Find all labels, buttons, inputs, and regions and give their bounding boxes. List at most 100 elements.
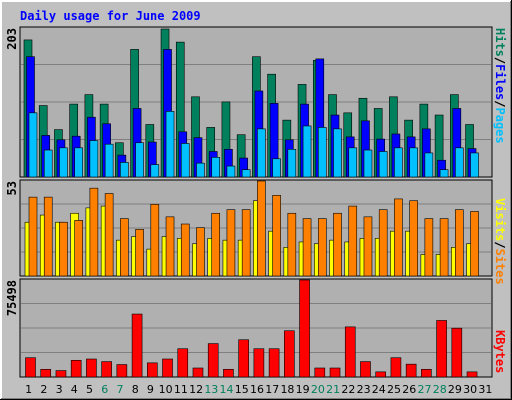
pages-bar [241,169,251,178]
pages-bar [287,148,297,178]
visits-max-label: 53 [5,181,19,195]
pages-bar [409,147,418,178]
x-tick-label: 6 [101,383,108,396]
sites-bar [470,211,479,277]
x-tick-label: 2 [40,383,47,396]
sites-bar [439,218,449,277]
x-tick-label: 1 [25,383,32,396]
x-tick-label: 29 [448,383,462,396]
kbytes-max-label: 75498 [5,280,19,316]
kbytes-bar [421,368,432,378]
x-tick-label: 24 [372,383,386,396]
x-tick-label: 20 [311,383,325,396]
x-tick-label: 5 [86,383,93,396]
pages-bar [455,147,464,178]
kbytes-bar [223,368,234,378]
kbytes-bar [55,370,67,378]
hits-max-label: 203 [5,28,19,50]
kbytes-bar [375,371,386,378]
kbytes-bar [40,368,52,378]
kbytes-bar [360,361,371,378]
x-tick-label: 13 [204,383,218,396]
svg-text:Hits/Files/Pages: Hits/Files/Pages [493,28,507,144]
pages-bar [470,152,479,178]
pages-bar [150,164,160,178]
pages-bar [74,147,83,178]
sites-bar [135,229,144,277]
pages-bar [302,125,312,178]
kbytes-bar [101,361,112,378]
kbytes-bar [299,279,310,378]
sites-bar [302,218,312,277]
kbytes-bar [451,327,463,378]
kbytes-bar [147,362,158,378]
kbytes-bar [207,343,219,378]
x-tick-label: 27 [417,383,431,396]
kbytes-bar [329,367,341,378]
legend-sites: Sites [493,249,507,285]
x-tick-label: 19 [296,383,310,396]
sites-bar [378,209,388,277]
sites-bar [455,209,464,277]
kbytes-bar [177,348,189,378]
pages-bar [120,162,129,178]
x-tick-label: 30 [463,383,477,396]
x-tick-label: 22 [341,383,355,396]
x-tick-label: 4 [71,383,78,396]
pages-bar [424,152,434,178]
pages-bar [394,147,403,178]
pages-bar [363,149,373,178]
sites-bar [241,209,251,277]
kbytes-bar [314,367,326,378]
pages-bar [180,143,190,178]
x-tick-label: 16 [250,383,264,396]
kbytes-bar [268,348,280,378]
x-tick-label: 31 [478,383,492,396]
x-tick-label: 17 [265,383,279,396]
sites-bar [180,223,190,277]
x-tick-label: 26 [402,383,416,396]
kbytes-bar [466,371,478,378]
kbytes-bar [390,357,402,378]
x-tick-label: 9 [147,383,154,396]
x-tick-label: 11 [174,383,188,396]
x-tick-label: 8 [132,383,139,396]
x-tick-label: 28 [433,383,447,396]
sites-bar [196,227,205,277]
x-tick-label: 18 [280,383,294,396]
sites-bar [348,205,358,277]
pages-bar [226,165,236,178]
pages-bar [135,142,144,178]
kbytes-bar [192,367,204,378]
kbytes-bar [162,358,173,378]
kbytes-bar [253,348,265,378]
kbytes-bar [131,313,143,378]
sites-bar [394,198,403,277]
sites-bar [409,200,418,277]
legend-visits: Visits [493,198,507,241]
kbytes-bar [344,326,356,378]
pages-bar [439,169,449,178]
chart-title: Daily usage for June 2009 [20,9,201,23]
kbytes-bar [86,358,97,378]
pages-bar [333,128,342,178]
pages-bar [317,127,327,178]
sites-bar [150,204,160,277]
hits-legend: Hits/Files/Pages [493,28,507,144]
sites-bar [28,196,38,277]
sites-bar [211,212,221,277]
sites-bar [104,193,114,277]
pages-bar [43,149,53,178]
kbytes-legend: KBytes [493,330,507,373]
sites-bar [333,212,342,277]
kbytes-bar [284,330,295,378]
pages-bar [272,158,281,178]
x-tick-label: 23 [357,383,371,396]
sites-bar [120,218,129,277]
kbytes-bar [405,363,417,378]
kbytes-bar [70,359,82,378]
sites-bar [272,195,281,277]
x-tick-label: 15 [235,383,249,396]
